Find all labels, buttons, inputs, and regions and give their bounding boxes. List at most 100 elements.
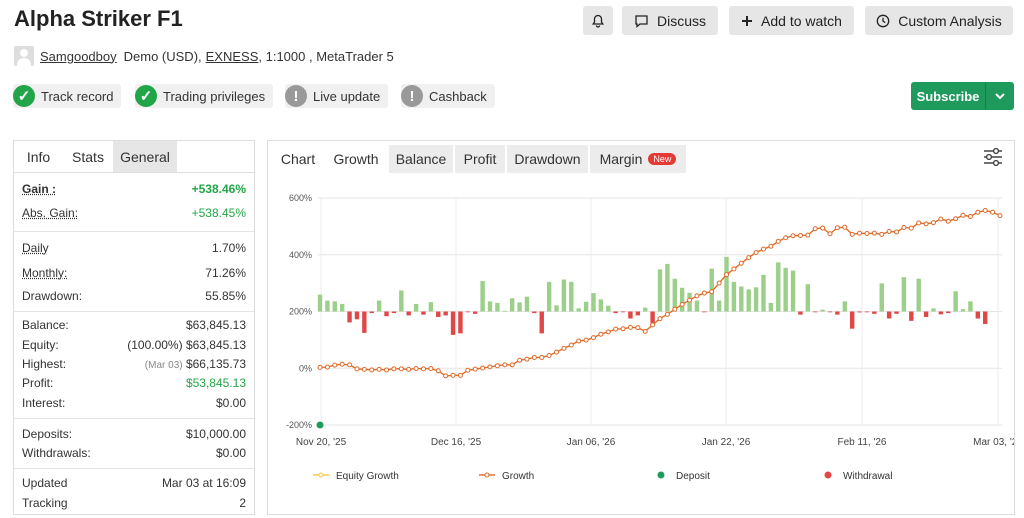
growth-point [354, 366, 360, 372]
legend-withdrawal-label: Withdrawal [843, 471, 892, 482]
growth-point [687, 297, 693, 303]
x-tick-label: Jan 06, '26 [567, 437, 616, 448]
tab-stats[interactable]: Stats [63, 141, 113, 172]
growth-point [820, 225, 826, 231]
growth-point [886, 228, 892, 234]
growth-point [457, 372, 463, 378]
y-tick-label: -200% [286, 420, 312, 430]
y-tick-label: 600% [289, 193, 312, 203]
stats-panel: Info Stats General Gain : +538.46% Abs. … [13, 140, 255, 515]
growth-point [635, 325, 641, 331]
tab-growth[interactable]: Growth [324, 145, 388, 173]
loss-bar [702, 311, 707, 313]
profit-bar [561, 279, 567, 312]
badge-track-record[interactable]: ✓ Track record [13, 84, 122, 108]
loss-bar [443, 311, 448, 316]
profit-bar [842, 301, 847, 312]
stat-interest: Interest: $0.00 [22, 396, 246, 410]
growth-point [738, 260, 744, 266]
tab-profit[interactable]: Profit [455, 145, 505, 173]
profit-bar [716, 300, 722, 312]
stat-value: 71.26% [205, 266, 246, 280]
profit-bar [776, 262, 781, 312]
notifications-button[interactable] [583, 6, 613, 35]
growth-point [517, 357, 523, 363]
growth-point [694, 293, 700, 299]
y-tick-label: 400% [289, 250, 312, 260]
tab-margin[interactable]: Margin New [590, 145, 686, 173]
growth-point [960, 212, 966, 218]
growth-point [901, 225, 907, 231]
growth-point [731, 266, 737, 272]
growth-point [997, 213, 1003, 219]
chevron-down-icon [995, 92, 1005, 99]
stat-value: $63,845.13 [185, 338, 246, 352]
growth-point [524, 356, 530, 362]
profit-bar [554, 305, 559, 312]
profit-bar [428, 302, 434, 312]
subscribe-dropdown-toggle[interactable] [985, 82, 1014, 110]
custom-analysis-button[interactable]: Custom Analysis [865, 6, 1013, 35]
profit-bar [746, 289, 751, 312]
profit-bar [768, 302, 774, 312]
add-to-watch-button[interactable]: Add to watch [729, 6, 854, 35]
tab-drawdown[interactable]: Drawdown [507, 145, 588, 173]
growth-point [982, 207, 988, 213]
stat-gain: Gain : +538.46% [22, 182, 246, 196]
tab-balance[interactable]: Balance [389, 145, 453, 173]
badge-trading-privileges[interactable]: ✓ Trading privileges [135, 84, 274, 108]
loss-bar [384, 311, 389, 317]
growth-point [709, 289, 715, 295]
profit-bar [724, 256, 729, 312]
growth-point [324, 364, 330, 370]
loss-bar [813, 311, 818, 313]
custom-analysis-label: Custom Analysis [898, 12, 1002, 29]
tab-general[interactable]: General [113, 141, 177, 172]
profit-bar [731, 281, 737, 312]
growth-point [465, 367, 471, 373]
growth-point [361, 366, 367, 372]
legend-equity-growth-marker [318, 472, 324, 478]
loss-bar [613, 311, 618, 314]
tab-chart[interactable]: Chart [272, 145, 324, 173]
growth-point [413, 366, 419, 372]
add-to-watch-label: Add to watch [761, 12, 842, 29]
growth-point [435, 368, 441, 374]
growth-point [953, 216, 959, 222]
growth-point [487, 364, 493, 370]
subscribe-button[interactable]: Subscribe [911, 82, 1014, 110]
stat-updated: Updated Mar 03 at 16:09 [22, 476, 246, 490]
loss-bar [436, 311, 441, 317]
badge-cashback[interactable]: ! Cashback [401, 84, 495, 108]
loss-bar [620, 311, 626, 313]
profit-bar [576, 308, 581, 312]
tab-info[interactable]: Info [14, 141, 63, 172]
growth-point [672, 306, 678, 312]
stat-value: $0.00 [215, 446, 246, 460]
filter-settings-icon[interactable] [982, 147, 1004, 167]
stat-label: Profit: [22, 376, 54, 390]
profit-bar [790, 270, 796, 312]
stat-label: Deposits: [22, 427, 73, 441]
user-link[interactable]: Samgoodboy [40, 48, 117, 64]
growth-point [857, 230, 863, 236]
loss-bar [650, 311, 655, 326]
profit-bar [753, 287, 759, 312]
growth-point [613, 326, 619, 332]
discuss-button[interactable]: Discuss [622, 6, 718, 35]
loss-bar [635, 311, 641, 316]
page-title: Alpha Striker F1 [14, 6, 183, 31]
badge-live-update[interactable]: ! Live update [285, 84, 389, 108]
badge-label: Cashback [429, 88, 487, 104]
loss-bar [539, 311, 544, 334]
profit-bar [376, 300, 382, 312]
legend-equity-growth-label: Equity Growth [336, 471, 399, 482]
y-tick-label: 0% [299, 363, 312, 373]
loss-bar [450, 311, 456, 335]
profit-bar [820, 309, 825, 312]
profit-bar [325, 300, 330, 312]
stat-label: Daily [22, 241, 49, 255]
growth-point [317, 364, 323, 370]
broker-link[interactable]: EXNESS [205, 48, 259, 64]
profit-bar [739, 286, 744, 312]
